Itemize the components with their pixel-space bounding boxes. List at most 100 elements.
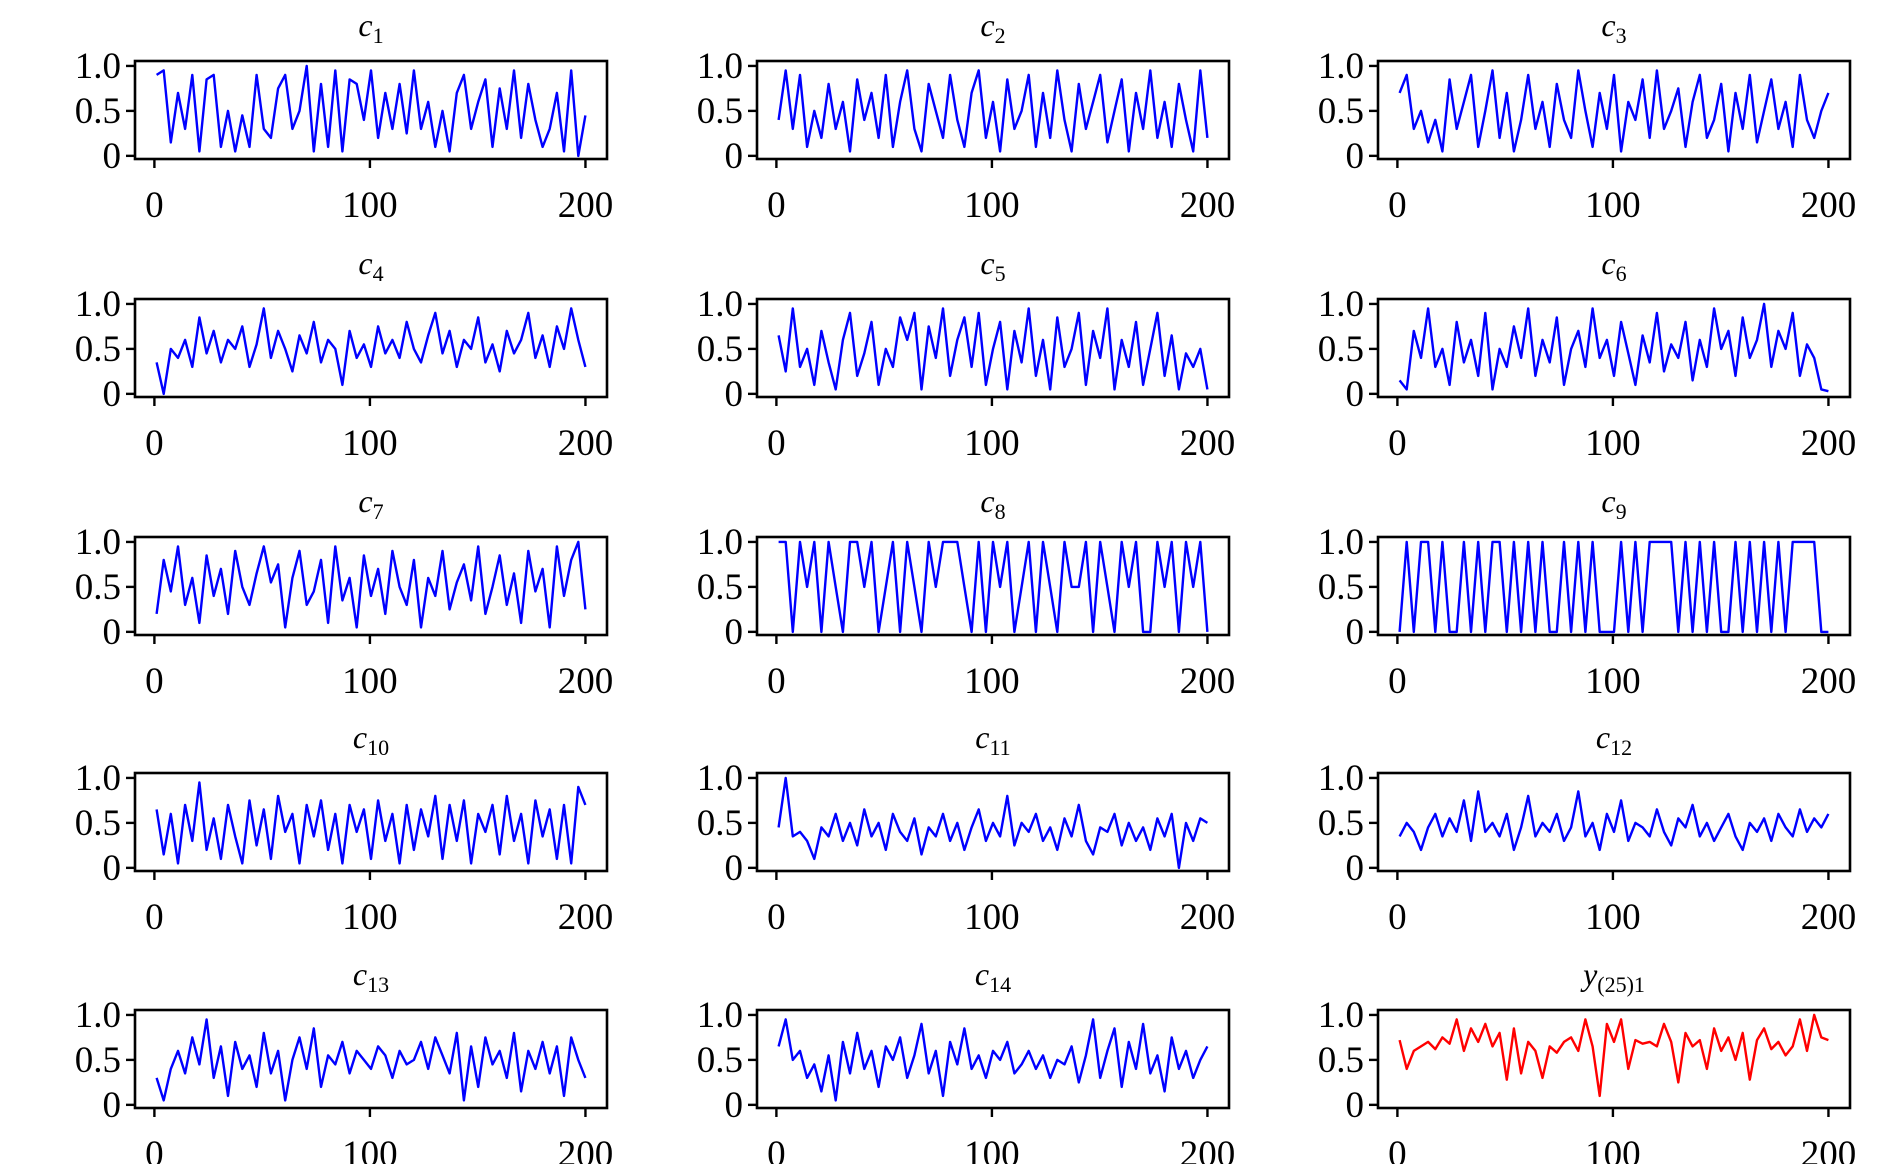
x-tick-label: 100 xyxy=(342,661,398,702)
subplot-title: c8 xyxy=(980,483,1005,524)
title-main: c xyxy=(980,7,994,43)
subplot-title: c11 xyxy=(975,719,1010,760)
x-tick-label: 0 xyxy=(145,661,164,702)
y-tick-label: 0.5 xyxy=(697,803,743,844)
x-tick-label: 200 xyxy=(558,185,614,226)
series-line-c7 xyxy=(155,540,587,629)
title-subscript: 10 xyxy=(367,735,389,760)
title-main: c xyxy=(975,719,989,755)
subplot-title: c10 xyxy=(353,719,389,760)
y-tick-label: 1.0 xyxy=(75,522,121,563)
y-tick-label: 0 xyxy=(725,612,744,653)
y-tick-label: 0 xyxy=(1346,848,1365,889)
title-main: c xyxy=(1601,245,1615,281)
x-tick-label: 100 xyxy=(1585,185,1641,226)
title-subscript: 5 xyxy=(995,261,1006,286)
y-tick-label: 1.0 xyxy=(75,284,121,325)
x-tick-label: 0 xyxy=(1388,423,1407,464)
subplot-title: c6 xyxy=(1601,245,1626,286)
title-main: c xyxy=(358,245,372,281)
x-tick-label: 0 xyxy=(767,661,786,702)
title-main: c xyxy=(980,245,994,281)
y-tick-label: 1.0 xyxy=(697,522,743,563)
x-tick-label: 100 xyxy=(342,185,398,226)
y-tick-label: 1.0 xyxy=(1318,758,1364,799)
y-tick-label: 0 xyxy=(725,1085,744,1126)
title-main: c xyxy=(1601,483,1615,519)
x-tick-label: 200 xyxy=(1801,423,1857,464)
y-tick-label: 0 xyxy=(725,848,744,889)
series-line-c13 xyxy=(155,1018,587,1102)
y-tick-label: 0.5 xyxy=(697,329,743,370)
series-line-y(25)1 xyxy=(1398,1013,1829,1098)
series-line-c4 xyxy=(155,307,587,396)
title-subscript: 6 xyxy=(1616,261,1627,286)
series-line-c12 xyxy=(1398,790,1830,852)
x-tick-label: 100 xyxy=(964,423,1020,464)
y-tick-label: 0.5 xyxy=(1318,803,1364,844)
subplot-title: c3 xyxy=(1601,7,1626,48)
x-tick-label: 0 xyxy=(767,1134,786,1164)
y-tick-label: 0.5 xyxy=(75,567,121,608)
subplot-title: c7 xyxy=(358,483,383,524)
y-tick-label: 1.0 xyxy=(1318,284,1364,325)
subplot-title: c1 xyxy=(358,7,383,48)
y-tick-label: 0 xyxy=(1346,1085,1365,1126)
x-tick-label: 200 xyxy=(558,423,614,464)
y-tick-label: 0.5 xyxy=(697,91,743,132)
series-line-c6 xyxy=(1398,302,1829,393)
x-tick-label: 0 xyxy=(145,423,164,464)
x-tick-label: 200 xyxy=(1801,897,1857,938)
y-tick-label: 0 xyxy=(725,136,744,177)
title-main: c xyxy=(1596,719,1610,755)
x-tick-label: 200 xyxy=(1180,897,1236,938)
y-tick-label: 0.5 xyxy=(697,1040,743,1081)
x-tick-label: 100 xyxy=(342,423,398,464)
y-tick-label: 0 xyxy=(103,1085,122,1126)
x-tick-label: 100 xyxy=(964,897,1020,938)
title-main: c xyxy=(353,956,367,992)
y-tick-label: 0.5 xyxy=(1318,1040,1364,1081)
x-tick-label: 100 xyxy=(1585,661,1641,702)
title-main: c xyxy=(980,483,994,519)
series-line-c1 xyxy=(155,64,587,158)
series-line-c2 xyxy=(777,69,1209,153)
x-tick-label: 0 xyxy=(145,1134,164,1164)
y-tick-label: 0 xyxy=(103,612,122,653)
x-tick-label: 0 xyxy=(1388,185,1407,226)
y-tick-label: 1.0 xyxy=(1318,995,1364,1036)
y-tick-label: 1.0 xyxy=(697,46,743,87)
subplot-title: c5 xyxy=(980,245,1005,286)
subplot-title: c14 xyxy=(975,956,1011,997)
y-tick-label: 0.5 xyxy=(75,1040,121,1081)
x-tick-label: 100 xyxy=(342,897,398,938)
x-tick-label: 100 xyxy=(342,1134,398,1164)
x-tick-label: 100 xyxy=(964,185,1020,226)
title-subscript: 4 xyxy=(373,261,384,286)
series-line-c3 xyxy=(1398,69,1830,153)
y-tick-label: 0.5 xyxy=(1318,329,1364,370)
series-line-c9 xyxy=(1398,540,1829,634)
title-main: y xyxy=(1580,956,1598,992)
subplot-title: c9 xyxy=(1601,483,1626,524)
title-subscript: 8 xyxy=(995,499,1006,524)
title-subscript: 13 xyxy=(367,972,389,997)
x-tick-label: 0 xyxy=(767,897,786,938)
y-tick-label: 0.5 xyxy=(1318,91,1364,132)
x-tick-label: 200 xyxy=(1801,661,1857,702)
title-main: c xyxy=(358,7,372,43)
y-tick-label: 0 xyxy=(1346,136,1365,177)
x-tick-label: 200 xyxy=(1180,1134,1236,1164)
subplot-title: y(25)1 xyxy=(1580,956,1645,997)
series-line-c5 xyxy=(777,307,1209,391)
title-main: c xyxy=(1601,7,1615,43)
